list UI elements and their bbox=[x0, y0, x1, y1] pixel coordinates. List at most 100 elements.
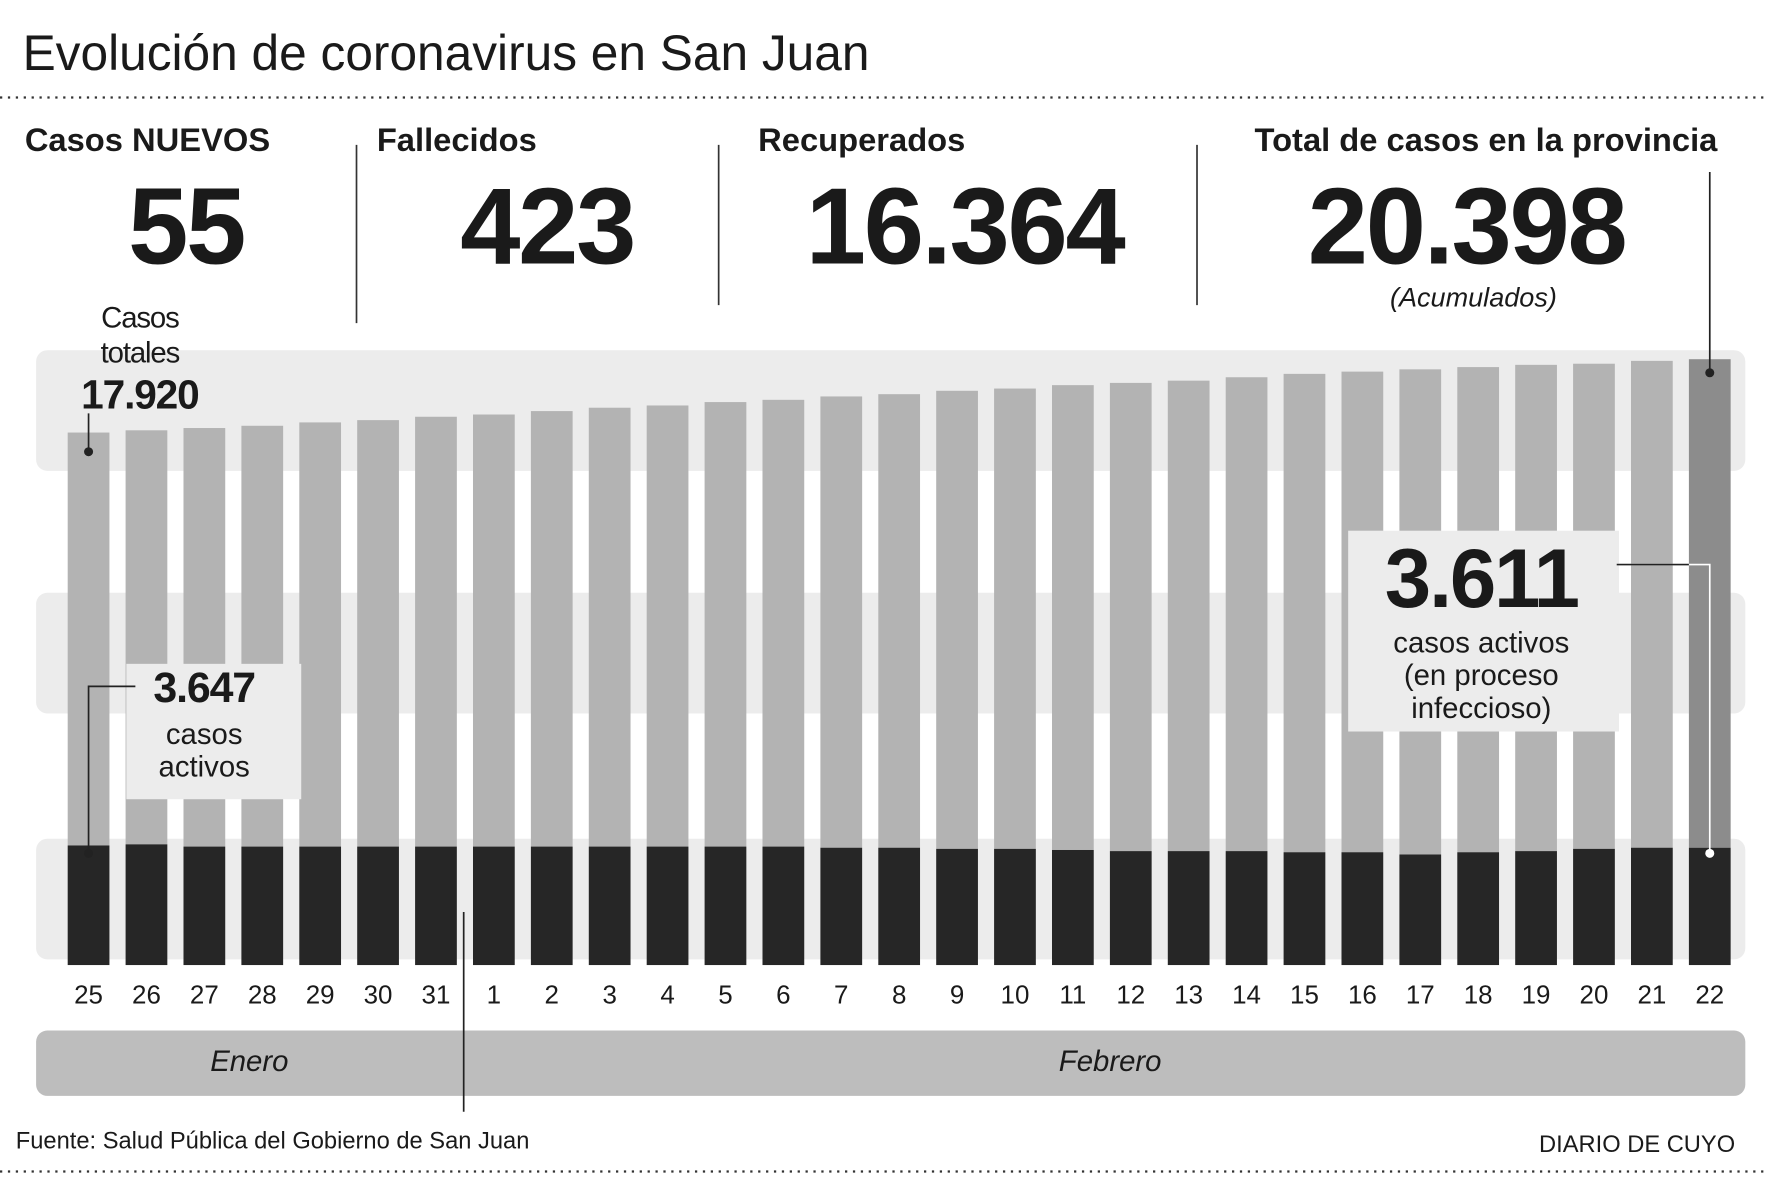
active-bar bbox=[820, 847, 863, 966]
stat-label: Total de casos en la provincia bbox=[1255, 121, 1719, 158]
active-bar bbox=[1399, 854, 1442, 966]
x-tick-label: 30 bbox=[364, 982, 393, 1010]
total-bar bbox=[1283, 373, 1326, 853]
stat-value: 55 bbox=[128, 166, 244, 287]
x-tick-label: 9 bbox=[950, 982, 964, 1010]
label-box bbox=[126, 663, 302, 800]
source: Fuente: Salud Pública del Gobierno de Sa… bbox=[16, 1128, 530, 1154]
x-tick-label: 22 bbox=[1695, 982, 1724, 1010]
x-tick-label: 15 bbox=[1290, 982, 1319, 1010]
active-bar bbox=[1515, 851, 1557, 966]
x-tick-label: 27 bbox=[190, 982, 219, 1010]
bars bbox=[67, 359, 1731, 966]
total-bar bbox=[1225, 377, 1268, 852]
x-tick-label: 18 bbox=[1464, 982, 1493, 1010]
month-label: Enero bbox=[210, 1045, 288, 1078]
x-tick-label: 11 bbox=[1059, 982, 1086, 1010]
active-bar bbox=[299, 846, 342, 966]
active-bar bbox=[1457, 852, 1500, 966]
x-tick-label: 25 bbox=[74, 982, 103, 1010]
total-bar bbox=[936, 390, 978, 849]
leader bbox=[87, 685, 136, 854]
month-label: Febrero bbox=[1059, 1045, 1162, 1078]
annotation: (en proceso bbox=[1404, 659, 1559, 692]
active-bar bbox=[646, 846, 689, 966]
x-tick-label: 16 bbox=[1348, 982, 1377, 1010]
active-bar bbox=[1573, 848, 1615, 966]
annotation-value: 3.611 bbox=[1385, 531, 1579, 625]
month-bar bbox=[36, 1030, 1746, 1096]
active-bar bbox=[183, 846, 226, 966]
total-bar bbox=[1167, 380, 1210, 852]
total-bar bbox=[646, 405, 689, 847]
total-bar bbox=[820, 396, 863, 848]
x-tick-label: 17 bbox=[1406, 982, 1435, 1010]
x-tick-label: 28 bbox=[248, 982, 277, 1010]
active-bar bbox=[67, 845, 110, 966]
x-tick-label: 14 bbox=[1232, 982, 1261, 1010]
x-tick-label: 3 bbox=[602, 982, 616, 1010]
active-bar bbox=[530, 846, 573, 966]
total-bar bbox=[994, 388, 1036, 849]
active-bar bbox=[704, 846, 747, 966]
active-bar bbox=[1225, 851, 1268, 966]
x-tick-label: 5 bbox=[718, 982, 732, 1010]
total-bar bbox=[1051, 385, 1094, 850]
leader-dot bbox=[84, 848, 94, 858]
total-bar bbox=[472, 414, 515, 847]
active-bar bbox=[936, 848, 978, 966]
active-bar bbox=[1051, 849, 1094, 966]
total-bar bbox=[357, 420, 399, 847]
annotation: Casos bbox=[101, 301, 179, 334]
annotation: infeccioso) bbox=[1411, 692, 1551, 725]
overlay bbox=[84, 171, 1715, 1112]
x-tick-label: 6 bbox=[776, 982, 790, 1010]
active-bar bbox=[1109, 851, 1152, 966]
active-bar bbox=[878, 847, 921, 966]
x-tick-label: 19 bbox=[1522, 982, 1551, 1010]
stat-value: 423 bbox=[460, 166, 634, 287]
active-bar bbox=[1167, 851, 1210, 966]
chart-title: Evolución de coronavirus en San Juan bbox=[23, 25, 870, 81]
total-bar bbox=[1630, 360, 1673, 848]
total-bar bbox=[704, 402, 747, 847]
total-bar bbox=[1109, 382, 1152, 852]
active-bar bbox=[415, 846, 457, 966]
active-bar bbox=[1630, 847, 1673, 966]
total-bar bbox=[530, 411, 573, 847]
active-bar bbox=[357, 846, 399, 966]
leader-dot bbox=[1705, 368, 1715, 378]
stat-label: Casos NUEVOS bbox=[25, 121, 270, 158]
annotation-value: 3.647 bbox=[153, 664, 255, 712]
total-bar bbox=[299, 422, 342, 847]
total-bar bbox=[588, 407, 631, 847]
x-tick-label: 2 bbox=[545, 982, 559, 1010]
total-bar bbox=[878, 394, 921, 848]
annotation: casos activos bbox=[1393, 626, 1569, 659]
leader-dot bbox=[1705, 848, 1715, 858]
label-box bbox=[1348, 530, 1619, 732]
stats-note: (Acumulados) bbox=[1390, 282, 1557, 313]
active-bar bbox=[472, 846, 515, 966]
x-tick-label: 13 bbox=[1174, 982, 1203, 1010]
annotation: totales bbox=[101, 336, 180, 369]
stat-value: 20.398 bbox=[1308, 166, 1626, 287]
x-tick-label: 4 bbox=[660, 982, 674, 1010]
stat-value: 16.364 bbox=[806, 166, 1126, 287]
x-tick-label: 31 bbox=[422, 982, 451, 1010]
x-tick-label: 20 bbox=[1580, 982, 1609, 1010]
x-tick-label: 10 bbox=[1001, 982, 1030, 1010]
x-tick-label: 8 bbox=[892, 982, 906, 1010]
active-bar bbox=[125, 844, 168, 966]
total-bar bbox=[415, 416, 457, 847]
x-tick-label: 21 bbox=[1637, 982, 1666, 1010]
x-tick-label: 1 bbox=[487, 982, 501, 1010]
active-bar bbox=[588, 846, 631, 966]
annotation: casos bbox=[166, 718, 243, 751]
active-bar bbox=[762, 846, 805, 966]
active-bar bbox=[241, 846, 284, 966]
x-tick-label: 26 bbox=[132, 982, 161, 1010]
active-bar bbox=[1688, 847, 1731, 966]
